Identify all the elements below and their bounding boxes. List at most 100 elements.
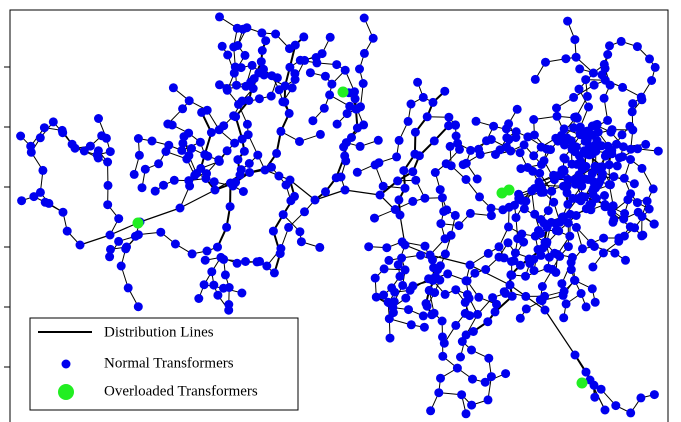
normal-transformer <box>512 104 522 114</box>
normal-transformer <box>645 54 654 64</box>
normal-transformer <box>133 134 143 143</box>
normal-transformer <box>507 291 517 301</box>
normal-transformer <box>569 123 579 133</box>
normal-transformer <box>588 68 598 78</box>
normal-transformer <box>561 299 571 309</box>
normal-transformer <box>529 266 539 276</box>
normal-transformer <box>359 13 369 23</box>
normal-transformer <box>253 150 263 160</box>
normal-transformer <box>612 161 622 171</box>
normal-transformer <box>575 64 585 74</box>
normal-transformer <box>562 188 572 198</box>
normal-transformer <box>133 302 143 312</box>
normal-transformer <box>576 289 586 298</box>
normal-transformer <box>452 363 462 373</box>
normal-transformer <box>582 91 592 101</box>
normal-transformer <box>290 75 300 84</box>
normal-transformer <box>296 237 306 247</box>
normal-transformer <box>604 160 614 170</box>
normal-transformer <box>178 104 188 114</box>
normal-transformer <box>582 126 592 136</box>
normal-transformer <box>605 41 614 51</box>
normal-transformer <box>57 125 67 135</box>
normal-transformer <box>238 187 248 196</box>
normal-transformer <box>177 145 187 155</box>
normal-transformer <box>234 99 243 109</box>
normal-transformer <box>178 138 188 148</box>
normal-transformer <box>618 142 628 152</box>
normal-transformer <box>588 262 598 272</box>
normal-transformer <box>105 230 115 240</box>
normal-transformer <box>394 135 404 145</box>
normal-transformer <box>408 281 418 291</box>
normal-transformer <box>592 119 602 129</box>
normal-transformer <box>101 133 111 143</box>
normal-transformer <box>636 92 646 102</box>
normal-transformer <box>457 390 467 400</box>
normal-transformer <box>633 144 643 154</box>
normal-transformer <box>521 271 530 281</box>
normal-transformer <box>184 128 194 138</box>
normal-transformer <box>278 210 288 220</box>
normal-transformer <box>403 116 413 126</box>
normal-transformer <box>371 292 381 302</box>
normal-transformer <box>257 46 267 55</box>
normal-transformer <box>454 221 464 231</box>
normal-transformer <box>597 141 607 151</box>
normal-transformer <box>536 250 546 260</box>
transformers <box>16 12 663 419</box>
normal-transformer <box>388 308 398 318</box>
normal-transformer <box>262 261 272 271</box>
normal-transformer <box>541 57 550 67</box>
overloaded-transformer <box>132 217 144 229</box>
line-segment <box>179 189 216 209</box>
normal-transformer <box>543 206 553 216</box>
normal-transformer <box>332 119 342 129</box>
normal-transformer <box>202 246 212 256</box>
normal-transformer <box>567 252 577 262</box>
normal-transformer <box>129 169 139 179</box>
normal-transformer <box>471 116 481 126</box>
normal-transformer <box>566 136 576 146</box>
normal-transformer <box>287 83 297 93</box>
normal-transformer <box>214 155 224 165</box>
normal-transformer <box>473 309 483 319</box>
normal-transformer <box>243 130 253 140</box>
normal-transformer <box>190 170 200 180</box>
normal-transformer <box>175 203 185 213</box>
normal-transformer <box>517 229 527 239</box>
normal-transformer <box>202 105 212 115</box>
normal-transformer <box>451 285 461 295</box>
normal-transformer <box>592 180 602 190</box>
normal-transformer <box>103 157 113 167</box>
normal-transformer <box>511 213 521 223</box>
normal-transformer <box>370 273 380 283</box>
normal-transformer <box>35 133 45 143</box>
normal-transformer <box>209 177 219 187</box>
normal-transformer <box>375 190 385 200</box>
normal-transformer <box>510 248 520 258</box>
normal-transformer <box>269 268 279 278</box>
normal-transformer <box>486 203 496 213</box>
normal-transformer <box>426 406 436 416</box>
normal-transformer <box>486 372 496 382</box>
normal-transformer <box>581 302 591 312</box>
normal-transformer <box>325 90 335 100</box>
legend-box <box>29 317 299 411</box>
normal-transformer <box>489 121 499 131</box>
normal-transformer <box>569 92 579 102</box>
normal-transformer <box>504 135 514 144</box>
normal-transformer <box>444 121 454 131</box>
normal-transformer <box>410 127 420 137</box>
normal-transformer <box>203 151 213 161</box>
normal-transformer <box>474 292 484 302</box>
normal-transformer <box>222 146 232 156</box>
normal-transformer <box>587 284 597 294</box>
normal-transformer <box>465 260 475 270</box>
normal-transformer <box>219 254 229 264</box>
normal-transformer <box>468 374 477 384</box>
normal-transformer <box>626 189 636 199</box>
normal-transformer <box>352 104 362 114</box>
normal-transformer <box>576 156 586 166</box>
